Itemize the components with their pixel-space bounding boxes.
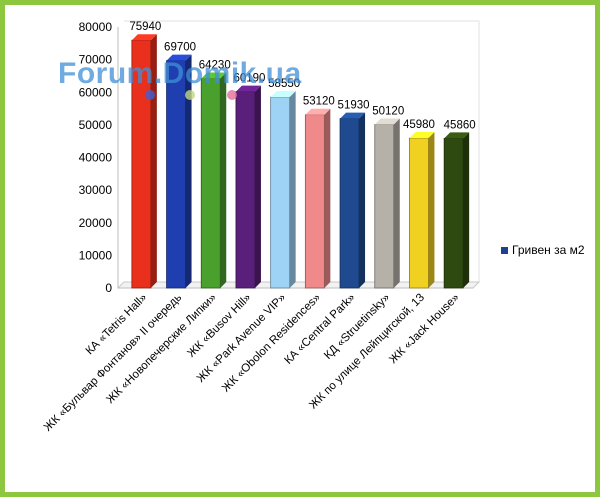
y-tick-label: 60000 (79, 85, 113, 99)
bar-top (166, 54, 192, 61)
category-label: ЖК «Busov Hill» (185, 292, 253, 360)
legend-swatch (501, 246, 508, 254)
data-label: 45860 (444, 119, 476, 131)
watermark-dot (145, 90, 155, 100)
bar-side (393, 118, 400, 289)
bar-front (270, 96, 291, 289)
watermark-text: Forum.Domik.ua (58, 57, 302, 90)
bar-side (185, 54, 192, 289)
bar (166, 54, 192, 289)
y-tick-label: 70000 (79, 53, 113, 67)
bar-side (428, 131, 435, 288)
data-label: 53120 (303, 96, 335, 108)
data-label: 58550 (268, 78, 300, 90)
bar-top (340, 112, 366, 119)
y-tick-label: 40000 (79, 151, 113, 165)
y-tick-label: 50000 (79, 118, 113, 132)
y-tick-label: 10000 (79, 248, 113, 262)
bar-side (220, 72, 227, 289)
bar (339, 112, 366, 289)
y-tick-label: 80000 (79, 20, 113, 34)
bar-side (463, 132, 470, 288)
bar-top (235, 85, 261, 92)
bar (409, 131, 435, 289)
bar-top (305, 108, 331, 115)
bar-front (374, 124, 395, 289)
bar-front (409, 137, 429, 289)
category-label: КД «Struetinsky» (322, 292, 392, 362)
bar-top (444, 132, 470, 139)
data-label: 69700 (164, 42, 196, 54)
chart-frame: 0 10000 20000 30000 40000 50000 60000 70000 8000… (5, 5, 595, 492)
bar-front (235, 91, 256, 289)
bar (270, 90, 296, 289)
bar-front (166, 60, 186, 289)
data-label: 64230 (199, 59, 231, 71)
y-tick-label: 20000 (79, 216, 113, 230)
back-wall (124, 20, 480, 282)
bar (443, 132, 470, 289)
bar-front (304, 114, 325, 289)
data-label: 75940 (129, 21, 161, 33)
bar-top (409, 131, 435, 138)
bar-top (131, 34, 157, 41)
category-label: ЖК «Бульвар Фонтанов» II очередь (42, 292, 184, 434)
bar (374, 118, 400, 289)
bar (304, 108, 331, 289)
data-label: 50120 (372, 105, 404, 117)
category-labels: КА «Tetris Hall»ЖК «Бульвар Фонтанов» II… (42, 292, 462, 434)
category-label: КА «Tetris Hall» (84, 292, 150, 358)
watermark-dot (227, 90, 237, 100)
bar-top (374, 118, 400, 125)
y-tick-label: 0 (105, 281, 112, 295)
bar-top (201, 72, 227, 79)
data-label: 45980 (403, 119, 435, 131)
data-label: 60190 (233, 73, 265, 85)
category-label: ЖК «Jack House» (387, 292, 462, 367)
bar-side (254, 85, 261, 288)
bar (235, 85, 261, 289)
data-label: 51930 (338, 100, 370, 112)
bar-side (324, 108, 331, 288)
bar-top (270, 90, 296, 97)
legend-label: Гривен за м2 (512, 243, 585, 257)
bar-side (359, 112, 366, 289)
watermark-dot (185, 90, 195, 100)
bar (200, 72, 227, 289)
legend: Гривен за м2 (501, 243, 585, 257)
y-tick-label: 30000 (79, 183, 113, 197)
bar-front (339, 118, 360, 289)
bar-front (443, 137, 464, 289)
bar-front (200, 78, 221, 289)
bar-side (289, 90, 296, 288)
